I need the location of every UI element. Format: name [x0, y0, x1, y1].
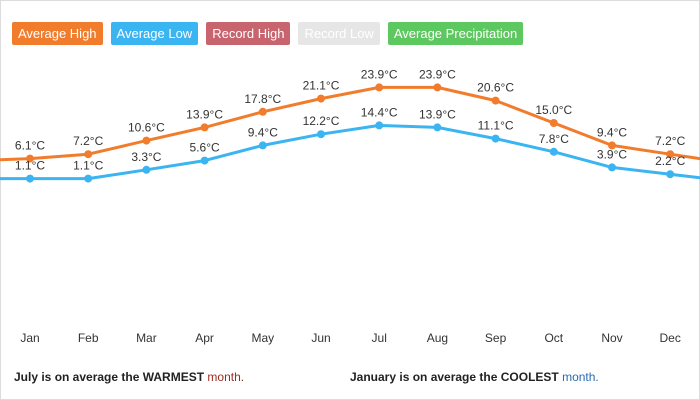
warmest-month-note: July is on average the WARMEST month. — [14, 370, 244, 384]
x-tick-label-jul: Jul — [372, 331, 387, 345]
data-point-average-high-oct[interactable] — [549, 119, 558, 127]
x-tick-label-dec: Dec — [660, 331, 681, 345]
data-label-average-high-nov: 9.4°C — [597, 125, 627, 139]
data-point-average-low-apr[interactable] — [200, 156, 209, 165]
data-point-average-high-mar[interactable] — [142, 136, 151, 145]
series-line-average-high — [0, 85, 700, 162]
data-label-average-low-nov: 3.9°C — [597, 147, 627, 161]
series-line-average-low — [0, 123, 700, 181]
data-label-average-high-sep: 20.6°C — [477, 81, 514, 95]
data-label-average-high-jul: 23.9°C — [361, 67, 398, 81]
data-point-average-high-jun[interactable] — [317, 94, 325, 103]
legend: Average High Average Low Record High Rec… — [12, 22, 524, 45]
x-tick-label-apr: Apr — [195, 331, 214, 345]
coolest-note-month-word: month. — [562, 370, 599, 384]
data-label-average-high-jan: 6.1°C — [15, 139, 45, 153]
data-label-average-low-sep: 11.1°C — [478, 119, 514, 133]
legend-average-high-button[interactable]: Average High — [12, 22, 103, 45]
data-point-average-low-dec[interactable] — [666, 170, 675, 179]
data-label-average-high-dec: 7.2°C — [655, 134, 685, 148]
x-tick-label-may: May — [251, 331, 274, 345]
data-label-average-high-jun: 21.1°C — [303, 79, 340, 93]
coolest-month-note: January is on average the COOLEST month. — [350, 370, 599, 384]
data-point-average-high-jul[interactable] — [375, 83, 384, 92]
data-point-average-low-jun[interactable] — [317, 130, 325, 139]
data-point-average-low-jan[interactable] — [26, 174, 34, 183]
data-label-average-high-aug: 23.9°C — [419, 67, 456, 81]
warmest-note-text: July is on average the WARMEST — [14, 370, 205, 384]
data-point-average-low-oct[interactable] — [549, 147, 558, 156]
data-label-average-high-mar: 10.6°C — [128, 121, 165, 135]
data-point-average-high-feb[interactable] — [84, 150, 93, 159]
data-point-average-low-sep[interactable] — [491, 134, 500, 143]
data-label-average-high-oct: 15.0°C — [535, 103, 572, 117]
legend-record-high-button[interactable]: Record High — [206, 22, 291, 45]
x-tick-label-mar: Mar — [136, 331, 157, 345]
data-point-average-high-nov[interactable] — [608, 141, 616, 150]
data-point-average-high-aug[interactable] — [433, 83, 442, 92]
x-tick-label-aug: Aug — [427, 331, 448, 345]
data-point-average-high-jan[interactable] — [26, 154, 34, 163]
data-label-average-low-jan: 1.1°C — [15, 159, 45, 173]
data-label-average-low-may: 9.4°C — [248, 125, 278, 139]
data-label-average-low-mar: 3.3°C — [131, 150, 161, 164]
legend-record-low-button[interactable]: Record Low — [298, 22, 380, 45]
data-point-average-high-sep[interactable] — [491, 96, 500, 105]
data-label-average-high-apr: 13.9°C — [186, 107, 223, 121]
legend-average-low-button[interactable]: Average Low — [110, 22, 199, 45]
data-label-average-low-jul: 14.4°C — [361, 105, 398, 119]
data-point-average-low-nov[interactable] — [608, 163, 616, 172]
data-point-average-high-dec[interactable] — [666, 150, 675, 159]
x-tick-label-feb: Feb — [78, 331, 99, 345]
data-point-average-high-may[interactable] — [258, 107, 267, 116]
data-label-average-low-apr: 5.6°C — [190, 141, 220, 155]
data-point-average-low-may[interactable] — [258, 141, 267, 150]
x-tick-label-sep: Sep — [485, 331, 507, 345]
data-label-average-low-oct: 7.8°C — [539, 132, 569, 146]
data-label-average-high-feb: 7.2°C — [73, 134, 103, 148]
data-label-average-low-aug: 13.9°C — [419, 107, 456, 121]
warmest-note-month-word: month. — [207, 370, 245, 384]
data-point-average-low-aug[interactable] — [433, 123, 442, 132]
coolest-note-text: January is on average the COOLEST — [350, 370, 559, 384]
legend-average-precipitation-button[interactable]: Average Precipitation — [387, 22, 524, 45]
data-point-average-low-feb[interactable] — [84, 174, 93, 183]
x-tick-label-jun: Jun — [311, 331, 330, 345]
data-point-average-low-jul[interactable] — [375, 121, 384, 130]
x-tick-label-jan: Jan — [20, 331, 39, 345]
data-label-average-low-dec: 2.2°C — [655, 154, 685, 168]
data-label-average-low-jun: 12.2°C — [303, 114, 340, 128]
x-tick-label-oct: Oct — [544, 331, 563, 345]
data-point-average-high-apr[interactable] — [200, 123, 209, 132]
data-point-average-low-mar[interactable] — [142, 165, 151, 174]
x-tick-label-nov: Nov — [601, 331, 622, 345]
data-label-average-high-may: 17.8°C — [244, 92, 281, 106]
data-label-average-low-feb: 1.1°C — [73, 159, 103, 173]
temperature-line-chart: Jan Feb Mar Apr May Jun Jul Aug Sep Oct Nov Dec 6.1°… — [0, 67, 700, 345]
